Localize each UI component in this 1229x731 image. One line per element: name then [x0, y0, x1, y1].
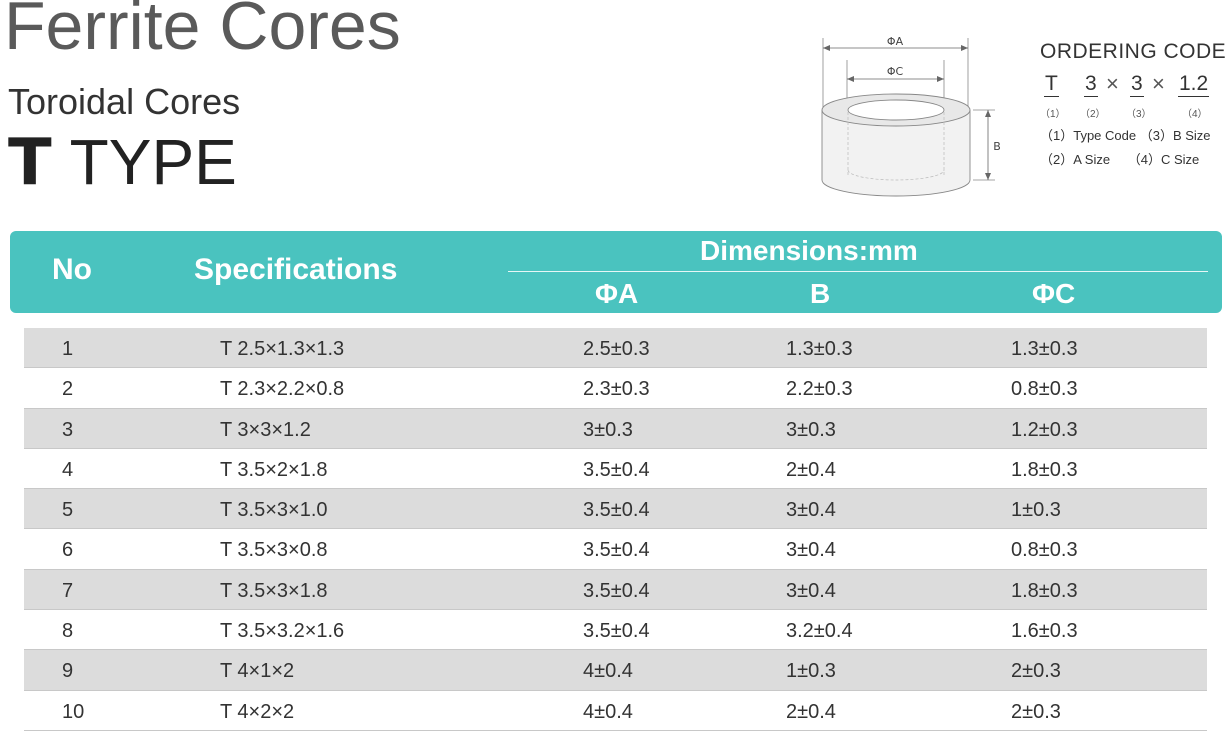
cell-no: 6: [62, 539, 74, 562]
cell-spec: T 2.3×2.2×0.8: [220, 378, 345, 401]
cell-b: 2±0.4: [786, 458, 836, 481]
code-part-a: 3: [1084, 72, 1098, 97]
cell-b: 3±0.4: [786, 579, 836, 602]
table-row: 5 T 3.5×3×1.0 3.5±0.4 3±0.4 1±0.3: [24, 489, 1207, 530]
dim-label-a: ΦA: [887, 35, 904, 48]
ordering-code-panel: ORDERING CODE T 3 × 3 × 1.2 （1） （2） （3） …: [1040, 40, 1229, 172]
cell-a: 3.5±0.4: [583, 499, 650, 522]
cell-c: 2±0.3: [1011, 660, 1061, 683]
page-title: Ferrite Cores: [4, 0, 401, 64]
cell-spec: T 3×3×1.2: [220, 418, 311, 441]
cell-a: 4±0.4: [583, 700, 633, 723]
dim-label-c: ΦC: [887, 65, 904, 78]
cell-a: 3.5±0.4: [583, 539, 650, 562]
cell-a: 3.5±0.4: [583, 579, 650, 602]
cell-spec: T 3.5×3.2×1.6: [220, 620, 345, 643]
column-group-dimensions: Dimensions:mm: [700, 235, 918, 266]
cell-c: 1.8±0.3: [1011, 458, 1078, 481]
table-row: 4 T 3.5×2×1.8 3.5±0.4 2±0.4 1.8±0.3: [24, 449, 1207, 490]
table-row: 7 T 3.5×3×1.8 3.5±0.4 3±0.4 1.8±0.3: [24, 569, 1207, 611]
table-row: 10 T 4×2×2 4±0.4 2±0.4 2±0.3: [24, 691, 1207, 731]
cell-no: 3: [62, 418, 74, 441]
code-number-1: （1）: [1040, 109, 1066, 120]
toroid-diagram: ΦA ΦC B: [821, 35, 1001, 197]
legend-item: （2）A Size: [1040, 152, 1111, 167]
cell-b: 3.2±0.4: [786, 620, 853, 643]
cell-a: 3.5±0.4: [583, 458, 650, 481]
cell-b: 1.3±0.3: [786, 338, 853, 360]
cell-c: 2±0.3: [1011, 700, 1061, 723]
table-row: 6 T 3.5×3×0.8 3.5±0.4 3±0.4 0.8±0.3: [24, 529, 1207, 570]
type-letter: T: [8, 126, 52, 200]
table-body: 1 T 2.5×1.3×1.3 2.5±0.3 1.3±0.3 1.3±0.3 2 T 2.…: [24, 328, 1207, 731]
code-part-c: 1.2: [1178, 72, 1210, 97]
cell-c: 1.8±0.3: [1011, 579, 1078, 602]
cell-spec: T 4×1×2: [220, 660, 295, 683]
legend-item: （1）Type Code: [1040, 128, 1137, 143]
cell-no: 5: [62, 499, 74, 522]
cell-no: 10: [62, 700, 85, 723]
cell-b: 1±0.3: [786, 660, 836, 683]
column-header-b: B: [810, 278, 831, 309]
type-word: TYPE: [69, 126, 237, 198]
ordering-legend: （1）Type Code （3）B Size （2）A Size （4）C Si…: [1040, 124, 1229, 172]
table-row: 9 T 4×1×2 4±0.4 1±0.3 2±0.3: [24, 650, 1207, 691]
code-part-type: T: [1044, 72, 1059, 97]
legend-item: （3）B Size: [1139, 128, 1211, 143]
table-row: 8 T 3.5×3.2×1.6 3.5±0.4 3.2±0.4 1.6±0.3: [24, 610, 1207, 651]
cell-c: 1.6±0.3: [1011, 620, 1078, 643]
column-header-c: ΦC: [1032, 278, 1076, 309]
cell-no: 9: [62, 660, 74, 683]
cell-no: 8: [62, 620, 74, 643]
header-divider: [508, 271, 1208, 272]
cell-no: 1: [62, 338, 74, 360]
table-row: 3 T 3×3×1.2 3±0.3 3±0.3 1.2±0.3: [24, 408, 1207, 449]
dim-label-b: B: [993, 140, 1001, 153]
cell-b: 3±0.3: [786, 418, 836, 441]
cell-c: 0.8±0.3: [1011, 378, 1078, 401]
table-row: 2 T 2.3×2.2×0.8 2.3±0.3 2.2±0.3 0.8±0.3: [24, 368, 1207, 409]
cell-a: 3.5±0.4: [583, 620, 650, 643]
code-times-2: ×: [1152, 71, 1165, 96]
ordering-code-example: T 3 × 3 × 1.2 （1） （2） （3） （4）: [1040, 72, 1229, 124]
ordering-code-title: ORDERING CODE: [1040, 40, 1227, 63]
cell-b: 3±0.4: [786, 499, 836, 522]
code-part-b: 3: [1130, 72, 1144, 97]
cell-no: 2: [62, 378, 74, 401]
code-number-3: （3）: [1126, 109, 1152, 120]
table-header: No Specifications Dimensions:mm ΦA B ΦC: [10, 231, 1222, 313]
cell-a: 3±0.3: [583, 418, 633, 441]
type-heading: T TYPE: [8, 130, 237, 195]
column-header-no: No: [52, 253, 92, 286]
cell-spec: T 4×2×2: [220, 700, 295, 723]
cell-no: 7: [62, 579, 74, 602]
cell-b: 3±0.4: [786, 539, 836, 562]
cell-b: 2±0.4: [786, 700, 836, 723]
code-number-2: （2）: [1080, 109, 1106, 120]
cell-c: 0.8±0.3: [1011, 539, 1078, 562]
cell-a: 4±0.4: [583, 660, 633, 683]
cell-c: 1.2±0.3: [1011, 418, 1078, 441]
table-row: 1 T 2.5×1.3×1.3 2.5±0.3 1.3±0.3 1.3±0.3: [24, 328, 1207, 369]
page-subtitle: Toroidal Cores: [8, 81, 241, 122]
cell-c: 1.3±0.3: [1011, 338, 1078, 360]
legend-item: （4）C Size: [1127, 152, 1200, 167]
cell-a: 2.5±0.3: [583, 338, 650, 360]
column-header-spec: Specifications: [194, 253, 398, 286]
cell-no: 4: [62, 458, 74, 481]
column-header-a: ΦA: [595, 278, 639, 309]
cell-spec: T 3.5×3×0.8: [220, 539, 328, 562]
cell-spec: T 2.5×1.3×1.3: [220, 338, 345, 360]
cell-spec: T 3.5×3×1.0: [220, 499, 328, 522]
cell-c: 1±0.3: [1011, 499, 1061, 522]
code-times-1: ×: [1106, 71, 1119, 96]
cell-b: 2.2±0.3: [786, 378, 853, 401]
cell-a: 2.3±0.3: [583, 378, 650, 401]
code-number-4: （4）: [1182, 109, 1208, 120]
cell-spec: T 3.5×2×1.8: [220, 458, 328, 481]
cell-spec: T 3.5×3×1.8: [220, 579, 328, 602]
